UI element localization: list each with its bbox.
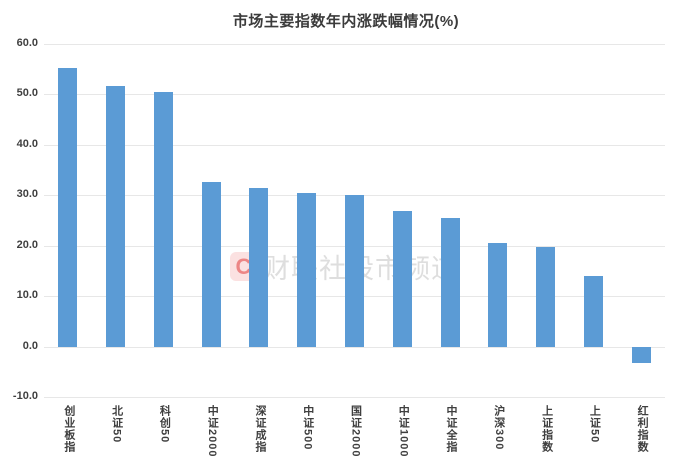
gridline — [44, 94, 665, 96]
gridline — [44, 346, 665, 348]
x-axis-label: 北证50 — [110, 405, 123, 444]
x-axis-label: 中证1000 — [397, 405, 410, 458]
y-axis-tick: 60.0 — [16, 37, 38, 49]
gridline — [44, 44, 665, 45]
bar — [297, 192, 317, 347]
x-axis-label: 上证指数 — [540, 405, 553, 453]
x-axis-label: 创业板指 — [62, 405, 75, 453]
bar — [583, 275, 603, 347]
y-axis-tick: 30.0 — [16, 188, 38, 201]
x-axis-label: 沪深300 — [492, 405, 505, 451]
chart-title: 市场主要指数年内涨跌幅情况(%) — [232, 13, 460, 30]
x-axis-label: 科创50 — [158, 405, 171, 444]
y-axis-tick: 40.0 — [16, 137, 38, 150]
bar — [631, 346, 651, 364]
x-axis-label: 红利指数 — [636, 405, 649, 453]
x-axis-label: 中证2000 — [206, 405, 219, 458]
bar — [201, 181, 221, 347]
y-axis-tick: 10.0 — [16, 289, 38, 302]
x-axis-label: 上证50 — [588, 405, 601, 444]
y-axis-tick: 0.0 — [22, 339, 38, 352]
bar — [58, 67, 78, 347]
y-axis-tick: 50.0 — [16, 87, 38, 100]
x-axis-label: 国证2000 — [349, 405, 362, 458]
x-axis-label: 深证成指 — [253, 405, 266, 453]
bar — [106, 86, 126, 347]
x-axis-label: 中证500 — [301, 405, 314, 451]
bar — [488, 242, 508, 347]
bar — [392, 210, 412, 347]
bar — [440, 217, 460, 347]
bar — [249, 187, 269, 347]
plot-area: C 财联社股市频道 创业板指北证50科创50中证2000深证成指中证500国证2… — [44, 44, 665, 457]
bar — [536, 246, 556, 347]
gridline — [44, 397, 665, 398]
x-axis-label: 中证全指 — [445, 405, 458, 453]
gridline — [44, 144, 665, 146]
y-axis-tick: 20.0 — [16, 238, 38, 251]
bar — [345, 195, 364, 347]
bar — [153, 91, 173, 347]
y-axis-tick: -10.0 — [12, 390, 38, 402]
